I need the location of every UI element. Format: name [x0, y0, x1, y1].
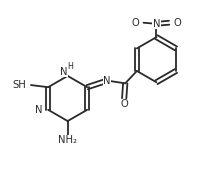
Text: O: O	[174, 18, 181, 28]
Text: N: N	[35, 105, 42, 115]
Text: SH: SH	[12, 80, 26, 90]
Text: O: O	[120, 99, 128, 109]
Text: N: N	[103, 76, 111, 86]
Text: NH₂: NH₂	[58, 135, 77, 145]
Text: H: H	[67, 62, 73, 71]
Text: N: N	[60, 67, 67, 77]
Text: N: N	[153, 19, 160, 29]
Text: O: O	[132, 18, 139, 28]
